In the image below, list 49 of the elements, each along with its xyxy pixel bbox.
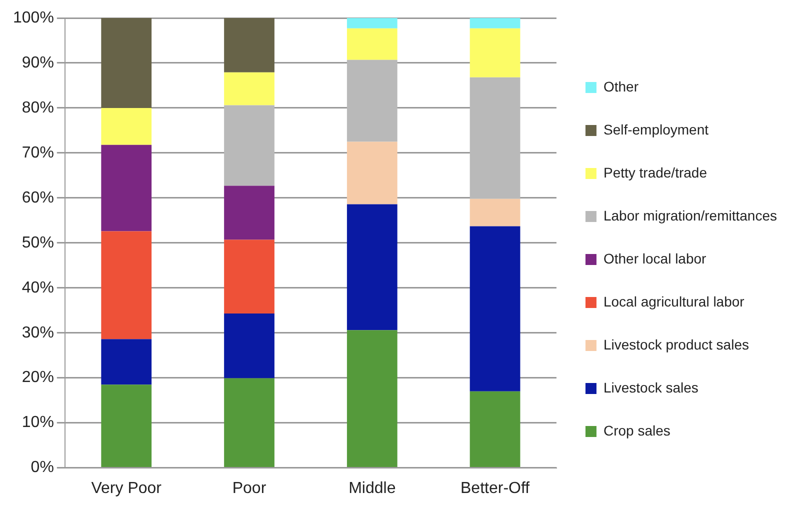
bar [101, 108, 152, 145]
bar [224, 18, 274, 72]
bar [224, 186, 274, 240]
legend-label: Self-employment [603, 121, 709, 138]
bar [224, 240, 274, 314]
bar [224, 378, 274, 468]
bar [224, 72, 274, 106]
legend-label: Other local labor [603, 250, 707, 266]
bar [224, 105, 274, 186]
bar [346, 18, 398, 28]
bar [224, 314, 274, 378]
y-tick-label: 60% [22, 189, 54, 206]
y-tick-label: 20% [22, 369, 54, 386]
bar [470, 77, 520, 199]
bar [101, 231, 152, 340]
legend-label: Local agricultural labor [603, 293, 745, 310]
y-tick-label: 10% [22, 414, 54, 432]
bar [346, 60, 398, 142]
legend-label: Crop sales [603, 422, 670, 438]
bar [470, 391, 520, 468]
bar [470, 18, 520, 28]
y-tick-label: 70% [22, 144, 54, 162]
x-tick-label: Very Poor [91, 480, 162, 497]
legend-label: Other [603, 78, 639, 94]
bar [101, 384, 152, 468]
x-tick-label: Middle [348, 480, 396, 497]
y-tick-label: 30% [22, 324, 54, 342]
bar [470, 226, 520, 392]
bar [346, 204, 398, 330]
y-tick-label: 50% [22, 234, 54, 252]
legend-label: Labor migration/remittances [603, 207, 778, 224]
bar [346, 142, 398, 204]
bar [101, 339, 152, 385]
bar [470, 198, 520, 226]
bar [346, 28, 398, 60]
legend-label: Livestock product sales [603, 336, 750, 352]
y-tick-label: 80% [22, 99, 54, 116]
y-tick-label: 0% [30, 459, 54, 476]
legend-label: Petty trade/trade [603, 164, 708, 180]
y-tick-label: 100% [13, 9, 54, 26]
y-tick-label: 90% [22, 54, 54, 72]
x-tick-label: Better-Off [460, 480, 530, 497]
x-tick-label: Poor [232, 480, 267, 497]
bar [101, 144, 152, 232]
legend-label: Livestock sales [603, 379, 698, 396]
bar [470, 28, 520, 78]
bar [346, 330, 398, 468]
bar [101, 18, 152, 108]
y-tick-label: 40% [22, 279, 54, 296]
